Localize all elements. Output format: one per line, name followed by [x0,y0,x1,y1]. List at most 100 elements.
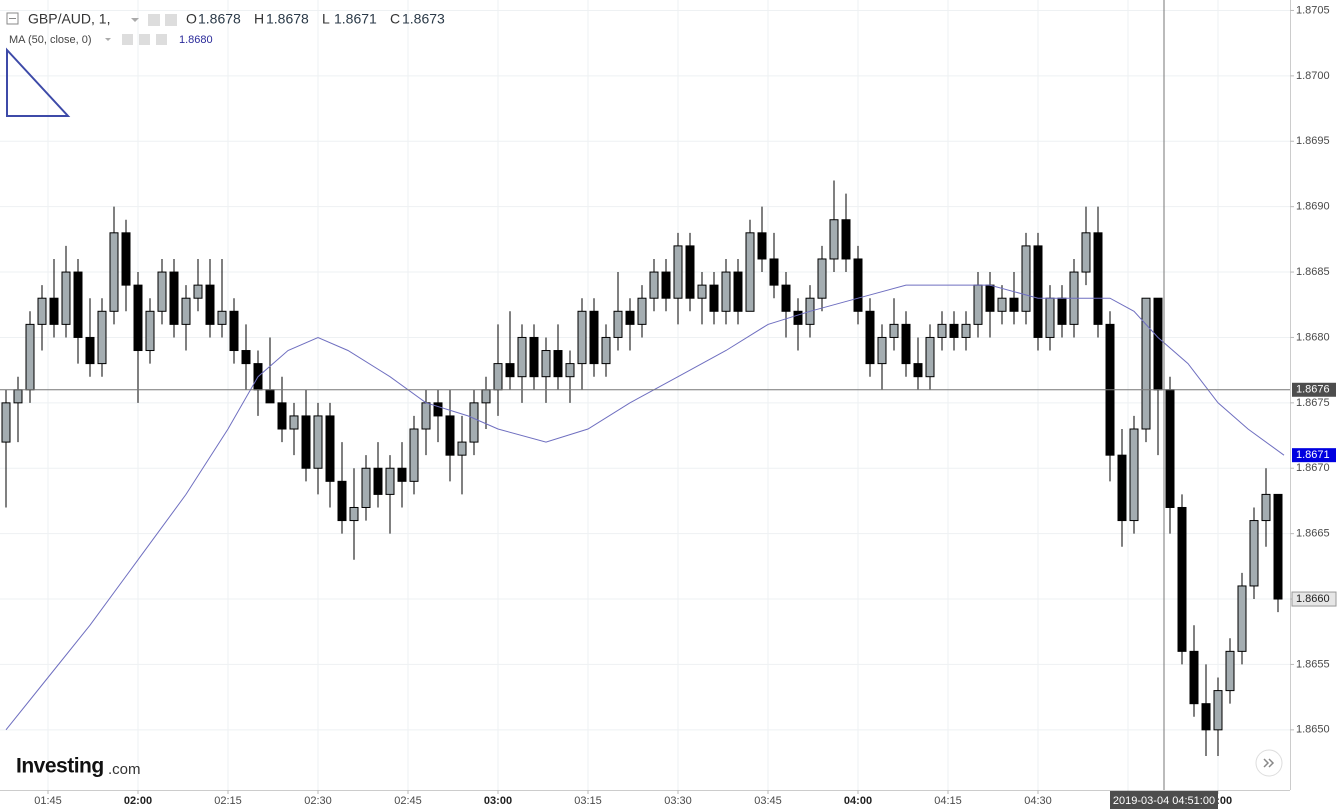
candle-body [205,284,215,325]
collapse-icon[interactable] [6,12,19,25]
candle-body [529,336,539,378]
ma-price-tag [1292,448,1336,463]
x-tick-label: 03:30 [664,795,692,807]
candle-body [1033,245,1043,338]
logo-brand: Investing [16,755,104,778]
logo-suffix: .com [108,761,141,778]
ma-legend-value: 1.8680 [179,34,213,46]
candle-body [301,415,311,469]
candle-body [1201,703,1211,731]
x-tick-label: 03:15 [574,795,602,807]
candle-body [721,271,731,312]
x-tick-label: 02:15 [214,795,242,807]
candle-body [1045,297,1055,338]
triangle-drawing[interactable] [6,47,71,117]
crosshair-x-label: 2019-03-04 04:51:00 [1113,795,1215,807]
candle-body [1,402,11,443]
candle-body [433,402,443,417]
icon-remove[interactable] [156,34,167,45]
candle-body [13,389,23,404]
candle-body [241,350,251,365]
candle-body [505,363,515,378]
x-tick-label: 03:00 [484,795,512,807]
candle-body [145,310,155,352]
quote-value: 1.8678 [266,11,309,27]
candle-body [1165,389,1175,508]
quote-label: H [254,11,264,27]
candle-body [793,310,803,325]
candle-body [685,245,695,299]
candle-body [49,297,59,325]
y-tick-label: 1.8665 [1296,528,1330,540]
candle-body [973,284,983,325]
candle-body [1093,232,1103,325]
icon-visibility[interactable] [139,34,150,45]
candle-body [541,350,551,378]
x-tick-label: 02:45 [394,795,422,807]
candle-body [1021,245,1031,312]
candle-body [901,323,911,365]
y-tick-label: 1.8675 [1296,397,1330,409]
y-tick-label: 1.8700 [1296,70,1330,82]
candle-body [1009,297,1019,312]
candle-body [1189,650,1199,705]
candle-body [289,415,299,430]
candle-body [337,480,347,522]
candle-body [169,271,179,325]
candle-body [385,467,395,495]
quote-value: 1.8673 [402,11,445,27]
candle-body [85,336,95,365]
candle-body [481,389,491,404]
candle-body [193,284,203,299]
symbol: GBP/AUD, 1, [28,11,110,27]
candle-body [121,232,131,286]
candle-body [469,402,479,443]
candle-body [1177,506,1187,652]
x-tick-label: 04:15 [934,795,962,807]
candle-body [877,336,887,365]
icon-settings[interactable] [122,34,133,45]
quote-label: O [186,11,197,27]
dropdown-arrow[interactable] [105,38,111,41]
scroll-button-icon [1263,758,1275,768]
quote-value: 1.8671 [334,11,377,27]
y-tick-label: 1.8655 [1296,658,1330,670]
candle-body [181,297,191,325]
candle-body [1081,232,1091,273]
candle-body [985,284,995,312]
moving-average [5,284,1285,731]
candle-body [757,232,767,260]
candle-body [37,297,47,325]
dropdown-arrow[interactable] [131,18,139,22]
candle-body [157,271,167,312]
scroll-button[interactable] [1255,749,1283,777]
y-tick-label: 1.8690 [1296,201,1330,213]
series-icons[interactable] [131,14,177,26]
candle-body [277,402,287,430]
candle-body [733,271,743,312]
candle-body [217,310,227,325]
candle-body [1153,297,1163,391]
candle-body [1273,493,1283,600]
candle-body [769,258,779,286]
candle-body [313,415,323,469]
ma-price-label: 1.8671 [1296,449,1330,461]
candle-body [349,506,359,522]
candle-body [961,323,971,338]
icon-settings[interactable] [148,14,160,26]
crosshair-x-tag [1110,791,1218,809]
candle-body [1213,690,1223,731]
candle-body [697,284,707,299]
icon-visibility[interactable] [165,14,177,26]
candle-body [1057,297,1067,325]
candle-body [865,310,875,365]
candle-body [265,389,275,404]
candle-body [937,323,947,338]
candle-body [73,271,83,338]
candle-body [1261,493,1271,522]
y-tick-label: 1.8670 [1296,462,1330,474]
candle-body [925,336,935,378]
candle-body [565,363,575,378]
